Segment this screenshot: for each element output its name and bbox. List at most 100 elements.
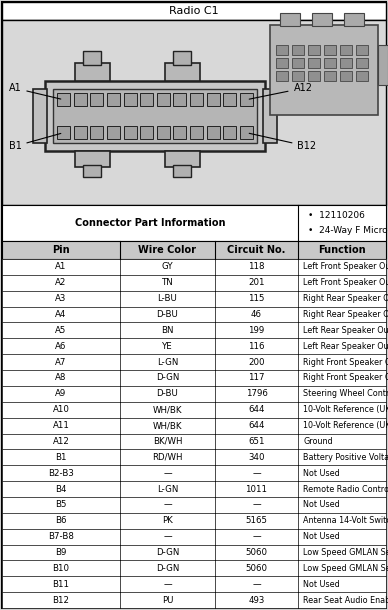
Bar [356, 58, 368, 68]
Bar [308, 45, 320, 55]
Text: •  12110206: • 12110206 [308, 211, 365, 220]
Bar [356, 45, 368, 55]
Bar [324, 71, 336, 81]
Text: B1: B1 [55, 453, 67, 462]
Bar [223, 126, 236, 139]
Text: RD/WH: RD/WH [152, 453, 183, 462]
Text: A12: A12 [249, 83, 312, 99]
Bar [57, 93, 70, 106]
Text: Left Rear Speaker Output (+): Left Rear Speaker Output (+) [303, 326, 388, 335]
Bar [140, 93, 153, 106]
Text: 5165: 5165 [246, 516, 267, 525]
Bar [140, 126, 153, 139]
Text: Radio C1: Radio C1 [169, 6, 219, 16]
Bar [53, 89, 257, 143]
Bar [107, 93, 120, 106]
Bar [308, 58, 320, 68]
Text: Left Front Speaker Output (+): Left Front Speaker Output (+) [303, 278, 388, 287]
Text: GY: GY [162, 262, 173, 271]
Text: 201: 201 [248, 278, 265, 287]
Bar [75, 151, 110, 167]
Bar [324, 45, 336, 55]
Text: D-GN: D-GN [156, 564, 179, 573]
Text: 1796: 1796 [246, 389, 267, 398]
Text: YE: YE [162, 342, 173, 351]
Text: B5: B5 [55, 500, 67, 509]
Text: A7: A7 [55, 357, 67, 367]
Bar [74, 93, 87, 106]
Text: D-BU: D-BU [157, 389, 178, 398]
Bar [2, 481, 386, 497]
Bar [276, 45, 288, 55]
Text: B12: B12 [249, 134, 317, 151]
Text: Function: Function [318, 245, 366, 255]
Text: 1011: 1011 [246, 484, 267, 493]
Text: Not Used: Not Used [303, 468, 340, 478]
Bar [173, 126, 187, 139]
Text: Low Speed GMLAN Serial Data: Low Speed GMLAN Serial Data [303, 548, 388, 557]
Bar [356, 71, 368, 81]
Bar [292, 45, 304, 55]
Text: 116: 116 [248, 342, 265, 351]
Bar [33, 89, 47, 143]
Bar [2, 339, 386, 354]
Bar [270, 25, 378, 115]
Text: Left Front Speaker Output (-): Left Front Speaker Output (-) [303, 262, 388, 271]
Text: TN: TN [162, 278, 173, 287]
Bar [2, 370, 386, 386]
Text: A6: A6 [55, 342, 67, 351]
Bar [324, 58, 336, 68]
Text: B1: B1 [9, 134, 61, 151]
Text: 200: 200 [248, 357, 265, 367]
Text: WH/BK: WH/BK [153, 421, 182, 430]
Bar [2, 545, 386, 561]
Text: Battery Positive Voltage: Battery Positive Voltage [303, 453, 388, 462]
Bar [2, 513, 386, 529]
Bar [340, 71, 352, 81]
Bar [223, 93, 236, 106]
Text: A12: A12 [52, 437, 69, 446]
Text: 115: 115 [248, 294, 265, 303]
Text: PU: PU [162, 595, 173, 605]
Text: —: — [163, 468, 172, 478]
Text: B2-B3: B2-B3 [48, 468, 74, 478]
Bar [340, 45, 352, 55]
Text: D-GN: D-GN [156, 373, 179, 382]
Bar [173, 51, 191, 65]
Bar [2, 434, 386, 450]
Bar [263, 89, 277, 143]
Bar [2, 450, 386, 465]
Bar [312, 13, 332, 26]
Text: 10-Volt Reference (UK3): 10-Volt Reference (UK3) [303, 405, 388, 414]
Text: A9: A9 [55, 389, 67, 398]
Text: Steering Wheel Controls Signal (UK3): Steering Wheel Controls Signal (UK3) [303, 389, 388, 398]
Text: Low Speed GMLAN Serial Data: Low Speed GMLAN Serial Data [303, 564, 388, 573]
Text: 10-Volt Reference (UK6): 10-Volt Reference (UK6) [303, 421, 388, 430]
Bar [2, 20, 386, 205]
Text: B12: B12 [52, 595, 69, 605]
Bar [2, 307, 386, 323]
Bar [2, 2, 386, 20]
Bar [2, 323, 386, 339]
Bar [173, 165, 191, 177]
Text: PK: PK [162, 516, 173, 525]
Text: Antenna 14-Volt Switched Supply Voltage: Antenna 14-Volt Switched Supply Voltage [303, 516, 388, 525]
Text: Not Used: Not Used [303, 500, 340, 509]
Text: 644: 644 [248, 405, 265, 414]
Text: Circuit No.: Circuit No. [227, 245, 286, 255]
Bar [83, 51, 101, 65]
Bar [45, 81, 265, 151]
Text: —: — [163, 532, 172, 541]
Bar [378, 45, 388, 85]
Bar [2, 576, 386, 592]
Text: Wire Color: Wire Color [139, 245, 196, 255]
Bar [83, 165, 101, 177]
Text: 118: 118 [248, 262, 265, 271]
Bar [2, 402, 386, 418]
Text: Right Rear Speaker Output (-): Right Rear Speaker Output (-) [303, 294, 388, 303]
Bar [90, 93, 103, 106]
Text: A5: A5 [55, 326, 67, 335]
Text: Left Rear Speaker Output (-): Left Rear Speaker Output (-) [303, 342, 388, 351]
Text: B9: B9 [55, 548, 67, 557]
Text: Pin: Pin [52, 245, 70, 255]
